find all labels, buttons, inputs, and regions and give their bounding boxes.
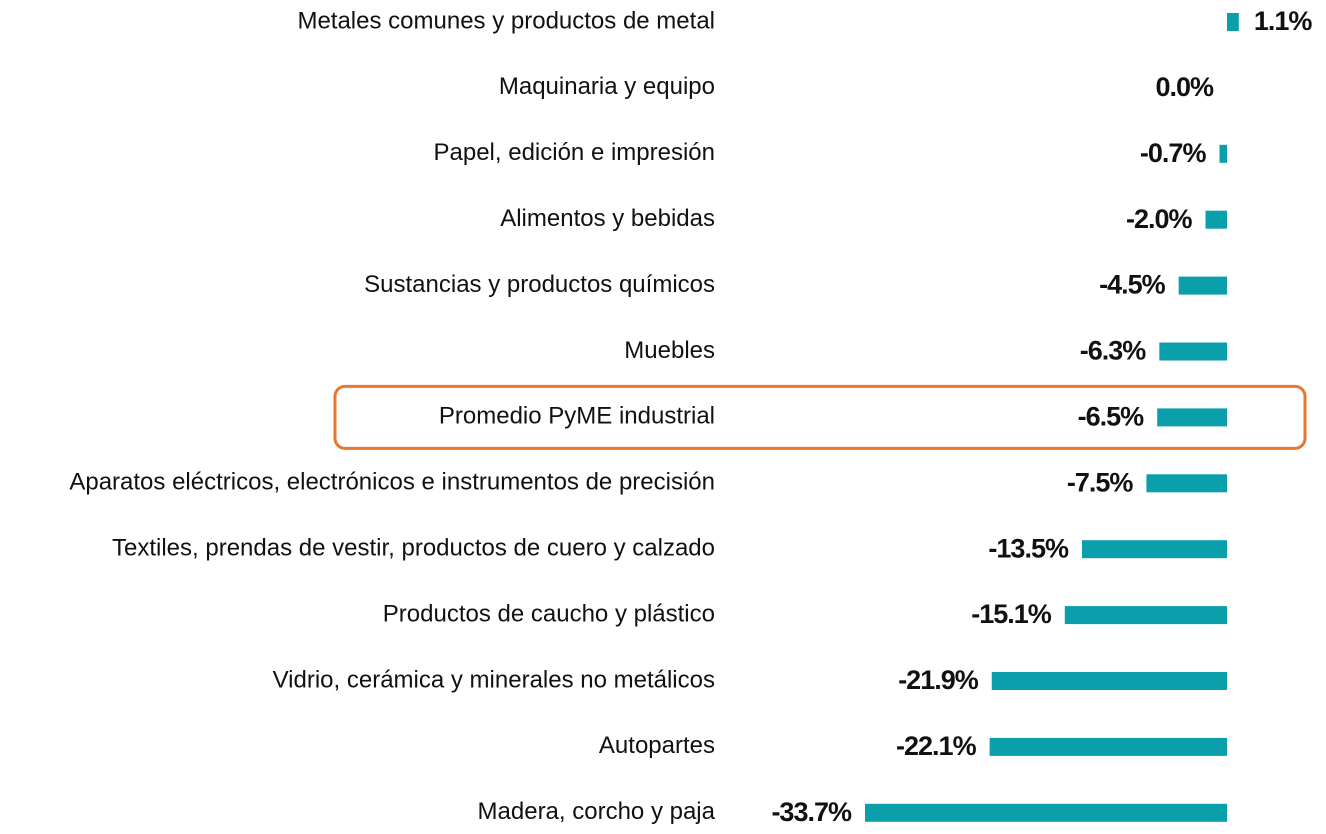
category-label: Alimentos y bebidas [500,205,715,232]
category-label: Muebles [624,337,715,364]
value-label: -0.7% [1140,138,1207,168]
category-label: Papel, edición e impresión [434,139,716,166]
bar [1227,13,1239,31]
bar [1146,474,1227,493]
category-label: Textiles, prendas de vestir, productos d… [112,535,715,562]
bar [1064,606,1227,625]
category-label: Autopartes [599,732,715,759]
value-label: -15.1% [971,599,1052,629]
category-label: Madera, corcho y paja [478,798,716,825]
bar [991,672,1227,690]
bar [1178,276,1227,295]
value-label: 0.0% [1155,72,1214,102]
value-label: -33.7% [771,797,852,827]
value-label: -13.5% [988,533,1069,563]
value-label: -21.9% [898,665,979,695]
value-label: -2.0% [1126,204,1193,234]
bar [1081,540,1227,559]
category-label: Promedio PyME industrial [439,403,715,430]
value-label: -7.5% [1067,467,1134,497]
value-label: -22.1% [896,731,977,761]
bar [989,737,1227,756]
category-label: Metales comunes y productos de metal [297,7,715,34]
highlight-box [333,384,1307,450]
value-label: -6.3% [1080,336,1147,366]
value-label: -6.5% [1078,402,1145,432]
bar [1159,342,1227,361]
category-label: Productos de caucho y plástico [383,600,715,627]
bar [1219,144,1227,163]
category-label: Maquinaria y equipo [499,73,715,100]
bar [865,803,1227,822]
category-label: Sustancias y productos químicos [364,271,715,298]
bar [1205,210,1227,229]
category-label: Aparatos eléctricos, electrónicos e inst… [69,469,715,496]
value-label: 1.1% [1254,6,1313,36]
bar [1157,408,1227,427]
category-label: Vidrio, cerámica y minerales no metálico… [273,666,715,693]
value-label: -4.5% [1099,270,1166,300]
